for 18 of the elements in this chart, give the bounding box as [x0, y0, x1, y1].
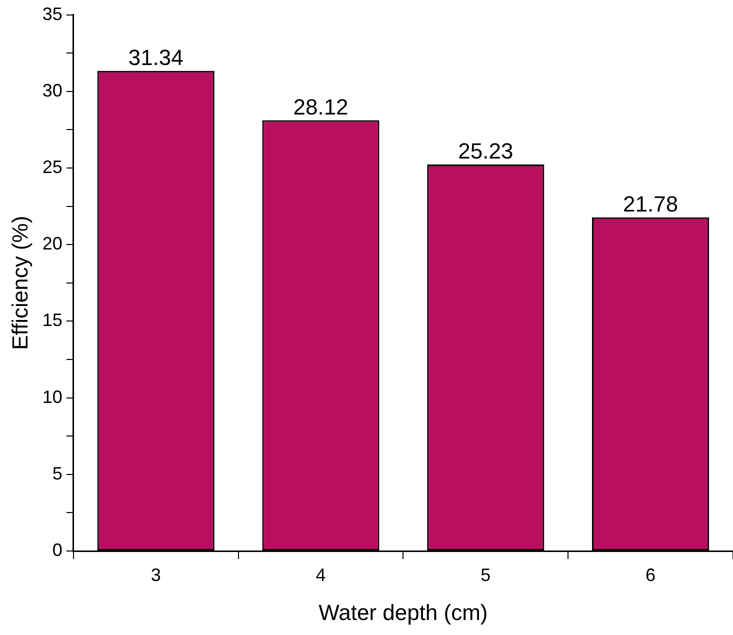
y-tick-label: 35 — [42, 4, 62, 24]
data-label: 28.12 — [293, 94, 348, 120]
y-axis-title: Efficiency (%) — [7, 216, 32, 350]
y-tick-label: 15 — [42, 310, 62, 330]
y-tick-label: 30 — [42, 80, 62, 100]
y-tick-label: 0 — [52, 540, 62, 560]
x-tick-label: 4 — [316, 564, 326, 585]
x-axis-title: Water depth (cm) — [318, 600, 488, 625]
x-tick-label: 6 — [646, 564, 656, 585]
x-tick-label: 3 — [150, 564, 161, 585]
y-tick-label: 25 — [42, 156, 62, 177]
data-label: 21.78 — [623, 191, 678, 216]
data-label: 31.34 — [128, 44, 184, 70]
y-tick-label: 5 — [52, 463, 62, 484]
y-tick-label: 10 — [42, 386, 62, 407]
y-tick-label: 20 — [42, 234, 62, 254]
x-tick-label: 5 — [480, 564, 491, 585]
data-label: 25.23 — [458, 138, 514, 164]
